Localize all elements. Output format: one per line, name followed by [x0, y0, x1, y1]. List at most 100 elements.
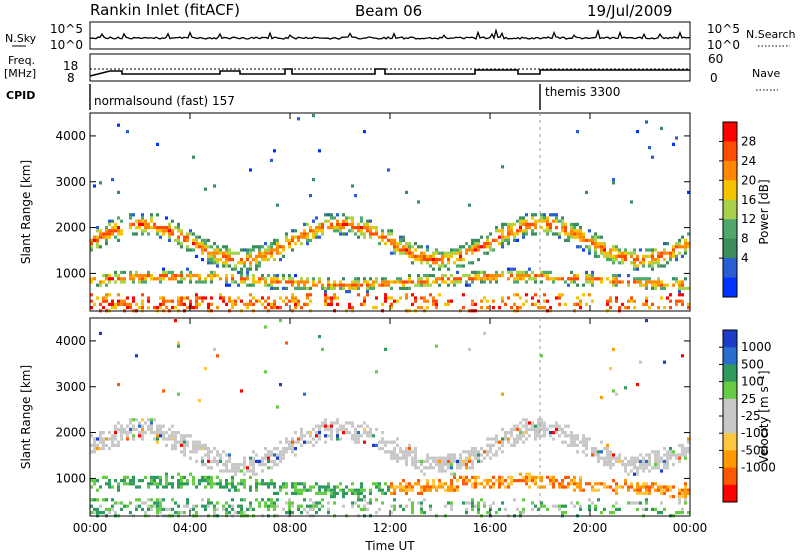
range-gate-cell	[471, 251, 474, 255]
range-gate-cell	[339, 424, 342, 428]
range-gate-cell	[366, 229, 369, 233]
range-gate-cell	[330, 495, 333, 499]
range-gate-cell	[111, 299, 114, 303]
range-gate-cell	[198, 277, 201, 281]
range-gate-cell	[642, 491, 645, 495]
range-gate-cell	[153, 479, 156, 483]
range-gate-cell	[264, 370, 267, 374]
x-tick-label: 16:00	[473, 521, 508, 535]
range-gate-cell	[204, 248, 207, 252]
range-gate-cell	[591, 283, 594, 287]
range-gate-cell	[348, 421, 351, 425]
range-gate-cell	[165, 306, 168, 310]
range-gate-cell	[594, 242, 597, 246]
range-gate-cell	[408, 450, 411, 454]
range-gate-cell	[171, 434, 174, 438]
range-gate-cell	[606, 443, 609, 447]
range-gate-cell	[678, 511, 681, 515]
range-gate-cell	[297, 238, 300, 242]
range-gate-cell	[354, 491, 357, 495]
range-gate-cell	[279, 306, 282, 310]
range-gate-cell	[417, 283, 420, 287]
range-gate-cell	[408, 453, 411, 457]
range-gate-cell	[474, 277, 477, 281]
range-gate-cell	[684, 251, 687, 255]
nave-tick-bottom: 0	[710, 71, 718, 85]
range-gate-cell	[120, 501, 123, 505]
range-gate-cell	[663, 453, 666, 457]
range-gate-cell	[543, 504, 546, 508]
range-gate-cell	[261, 251, 264, 255]
range-gate-cell	[525, 472, 528, 476]
range-gate-cell	[594, 450, 597, 454]
range-gate-cell	[660, 469, 663, 473]
range-gate-cell	[201, 479, 204, 483]
range-gate-cell	[132, 299, 135, 303]
range-gate-cell	[441, 466, 444, 470]
range-gate-cell	[678, 488, 681, 492]
range-gate-cell	[405, 242, 408, 246]
range-gate-cell	[108, 280, 111, 284]
range-gate-cell	[141, 501, 144, 505]
range-gate-cell	[453, 456, 456, 460]
range-gate-cell	[423, 274, 426, 278]
range-gate-cell	[123, 482, 126, 486]
range-gate-cell	[348, 290, 351, 294]
range-gate-cell	[543, 424, 546, 428]
range-gate-cell	[654, 466, 657, 470]
range-gate-cell	[264, 306, 267, 310]
range-gate-cell	[486, 235, 489, 239]
range-gate-cell	[468, 450, 471, 454]
range-gate-cell	[348, 488, 351, 492]
range-gate-cell	[270, 302, 273, 306]
range-gate-cell	[117, 277, 120, 281]
range-gate-cell	[516, 437, 519, 441]
range-gate-cell	[639, 261, 642, 265]
range-gate-cell	[345, 431, 348, 435]
range-gate-cell	[510, 482, 513, 486]
range-gate-cell	[576, 482, 579, 486]
range-gate-cell	[579, 507, 582, 511]
range-gate-cell	[108, 511, 111, 515]
range-gate-cell	[531, 229, 534, 233]
range-gate-cell	[429, 258, 432, 262]
range-gate-cell	[447, 501, 450, 505]
range-gate-cell	[621, 251, 624, 255]
range-gate-cell	[276, 238, 279, 242]
range-gate-cell	[234, 267, 237, 271]
range-gate-cell	[171, 431, 174, 435]
range-gate-cell	[510, 274, 513, 278]
range-gate-cell	[357, 488, 360, 492]
range-gate-cell	[363, 302, 366, 306]
range-gate-cell	[381, 491, 384, 495]
range-gate-cell	[597, 488, 600, 492]
range-gate-cell	[684, 450, 687, 454]
colorbar-cell	[723, 258, 737, 279]
range-gate-cell	[177, 238, 180, 242]
range-gate-cell	[273, 504, 276, 508]
range-gate-cell	[201, 280, 204, 284]
range-gate-cell	[357, 222, 360, 226]
range-gate-cell	[519, 222, 522, 226]
range-gate-cell	[663, 264, 666, 268]
range-gate-cell	[141, 302, 144, 306]
range-gate-cell	[189, 302, 192, 306]
range-gate-cell	[312, 114, 315, 118]
range-gate-cell	[354, 286, 357, 290]
range-gate-cell	[156, 511, 159, 515]
range-gate-cell	[519, 472, 522, 476]
range-gate-cell	[282, 453, 285, 457]
range-gate-cell	[408, 286, 411, 290]
range-gate-cell	[279, 383, 282, 387]
range-gate-cell	[648, 491, 651, 495]
range-gate-cell	[600, 235, 603, 239]
colorbar-cell	[723, 381, 737, 400]
range-gate-cell	[597, 235, 600, 239]
range-gate-cell	[543, 299, 546, 303]
x-tick-label: 00:00	[73, 521, 108, 535]
range-gate-cell	[195, 299, 198, 303]
range-gate-cell	[279, 319, 282, 323]
range-gate-cell	[204, 280, 207, 284]
range-gate-cell	[624, 463, 627, 467]
range-gate-cell	[198, 440, 201, 444]
